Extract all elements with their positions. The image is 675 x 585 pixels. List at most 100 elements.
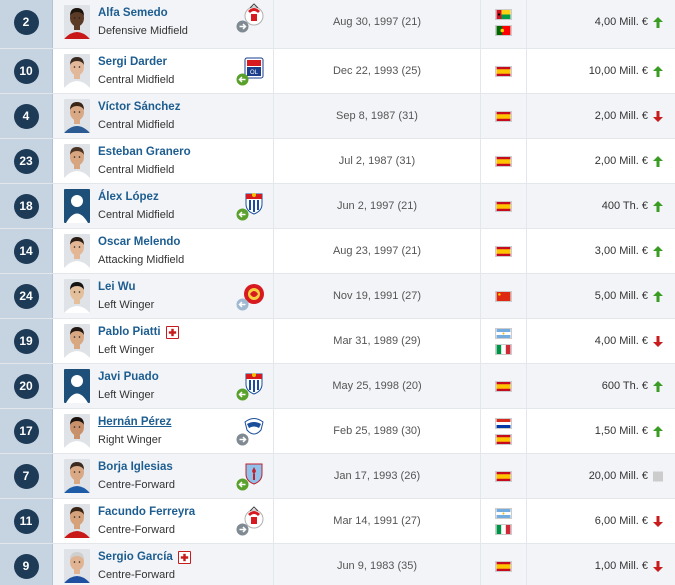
player-name-link[interactable]: Álex López [98,188,174,206]
shirt-number: 7 [13,463,39,489]
player-name[interactable]: Pablo Piatti [98,326,161,338]
injury-icon[interactable] [165,325,179,339]
market-value-cell: 400 Th. € [527,184,675,228]
market-value[interactable]: 5,00 Mill. € [594,290,648,302]
nationality-cell [481,0,527,48]
shirt-number: 24 [13,283,39,309]
flag-argentina-icon [495,507,512,519]
shirt-number-cell: 9 [0,544,53,585]
date-of-birth: Aug 23, 1997 (21) [274,229,481,273]
trend-up-icon [653,200,663,212]
market-value[interactable]: 4,00 Mill. € [594,335,648,347]
shirt-number-cell: 23 [0,139,53,183]
player-photo[interactable] [64,369,90,403]
trend-up-icon [653,16,663,28]
player-name[interactable]: Javi Puado [98,371,159,383]
nationality-cell [481,49,527,93]
club-benfica-crest[interactable] [236,2,272,34]
player-name[interactable]: Facundo Ferreyra [98,506,196,518]
player-photo[interactable] [64,279,90,313]
date-of-birth: Feb 25, 1989 (30) [274,409,481,453]
player-name-link[interactable]: Borja Iglesias [98,458,175,476]
table-row: 19 Pablo Piatti Left Winger Mar 31, 1989 (2… [0,319,675,364]
shirt-number-cell: 20 [0,364,53,408]
market-value[interactable]: 1,50 Mill. € [594,425,648,437]
shirt-number: 4 [13,103,39,129]
player-name-link[interactable]: Sergio García [98,548,191,566]
shirt-number-cell: 14 [0,229,53,273]
player-photo[interactable] [64,144,90,178]
player-photo[interactable] [64,324,90,358]
shirt-number-cell: 18 [0,184,53,228]
player-cell: Oscar Melendo Attacking Midfield [53,229,274,273]
market-value[interactable]: 3,00 Mill. € [594,245,648,257]
club-espanyol-crest[interactable] [236,190,272,222]
player-name[interactable]: Borja Iglesias [98,461,173,473]
flag-portugal-icon [495,24,512,36]
player-name[interactable]: Oscar Melendo [98,236,181,248]
market-value[interactable]: 400 Th. € [601,200,648,212]
club-espanyol-crest[interactable] [236,370,272,402]
player-name-link[interactable]: Facundo Ferreyra [98,503,195,521]
player-photo[interactable] [64,5,90,39]
injury-icon[interactable] [177,550,191,564]
shirt-number: 10 [13,58,39,84]
player-name[interactable]: Víctor Sánchez [98,101,181,113]
trend-up-icon [653,425,663,437]
date-of-birth: Jul 2, 1987 (31) [274,139,481,183]
player-cell: Sergi Darder Central Midfield OL [53,49,274,93]
flag-guinea-bissau-icon [495,8,512,20]
player-position: Attacking Midfield [98,254,185,266]
player-name[interactable]: Hernán Pérez [98,416,172,428]
player-name[interactable]: Sergi Darder [98,56,168,68]
shirt-number: 23 [13,148,39,174]
market-value[interactable]: 1,00 Mill. € [594,560,648,572]
club-celta-crest[interactable] [236,460,272,492]
player-photo[interactable] [64,99,90,133]
player-name[interactable]: Sergio García [98,551,173,563]
player-photo[interactable] [64,54,90,88]
player-cell: Víctor Sánchez Central Midfield [53,94,274,138]
player-photo[interactable] [64,459,90,493]
market-value[interactable]: 600 Th. € [601,380,648,392]
player-name-link[interactable]: Esteban Granero [98,143,191,161]
player-position: Central Midfield [98,74,175,86]
player-photo[interactable] [64,414,90,448]
market-value[interactable]: 4,00 Mill. € [594,16,648,28]
market-value[interactable]: 2,00 Mill. € [594,110,648,122]
flag-spain-icon [495,200,512,212]
club-lyon-crest[interactable]: OL [236,55,272,87]
club-shanghai-crest[interactable] [236,280,272,312]
market-value[interactable]: 10,00 Mill. € [588,65,648,77]
club-benfica-crest[interactable] [236,505,272,537]
player-name-link[interactable]: Hernán Pérez [98,413,172,431]
player-name-link[interactable]: Alfa Semedo [98,4,188,22]
player-cell: Javi Puado Left Winger [53,364,274,408]
table-row: 17 Hernán Pérez Right Winger Feb 25, 1989 (… [0,409,675,454]
player-photo[interactable] [64,234,90,268]
player-name-link[interactable]: Oscar Melendo [98,233,184,251]
player-photo[interactable] [64,504,90,538]
market-value-cell: 1,00 Mill. € [527,544,675,585]
table-row: 24 Lei Wu Left Winger Nov 19, 1991 (27) 5,00… [0,274,675,319]
player-photo[interactable] [64,189,90,223]
player-name-link[interactable]: Pablo Piatti [98,323,179,341]
player-photo[interactable] [64,549,90,583]
club-alaves-crest[interactable] [236,415,272,447]
player-position: Right Winger [98,434,162,446]
player-name-link[interactable]: Víctor Sánchez [98,98,180,116]
market-value[interactable]: 2,00 Mill. € [594,155,648,167]
player-name[interactable]: Esteban Granero [98,146,191,158]
player-name[interactable]: Álex López [98,191,159,203]
market-value[interactable]: 6,00 Mill. € [594,515,648,527]
player-position: Left Winger [98,299,155,311]
player-name[interactable]: Alfa Semedo [98,7,168,19]
shirt-number-cell: 19 [0,319,53,363]
player-name[interactable]: Lei Wu [98,281,136,293]
player-name-link[interactable]: Javi Puado [98,368,159,386]
shirt-number-cell: 17 [0,409,53,453]
market-value[interactable]: 20,00 Mill. € [588,470,648,482]
player-name-link[interactable]: Lei Wu [98,278,154,296]
player-name-link[interactable]: Sergi Darder [98,53,174,71]
nationality-cell [481,319,527,363]
